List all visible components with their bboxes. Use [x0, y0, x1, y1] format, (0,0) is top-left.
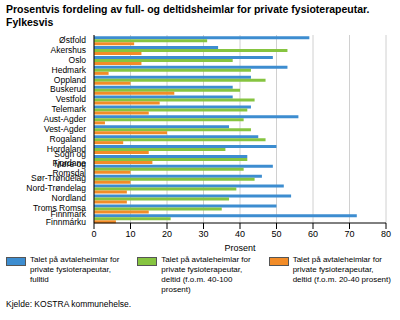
svg-text:20: 20	[162, 229, 172, 239]
svg-text:Østfold: Østfold	[59, 35, 86, 45]
svg-text:50: 50	[271, 229, 281, 239]
svg-text:Hedmark: Hedmark	[52, 65, 87, 75]
svg-text:Rogaland: Rogaland	[50, 134, 87, 144]
svg-text:60: 60	[308, 229, 318, 239]
svg-text:Oppland: Oppland	[54, 75, 86, 85]
svg-text:Sør-Trøndelag: Sør-Trøndelag	[31, 173, 86, 183]
svg-text:Prosent: Prosent	[224, 243, 256, 251]
svg-text:80: 80	[381, 229, 391, 239]
svg-text:Oslo: Oslo	[69, 55, 87, 65]
svg-text:Nordland: Nordland	[52, 193, 87, 203]
svg-text:Telemark: Telemark	[52, 104, 87, 114]
svg-text:Vestfold: Vestfold	[56, 94, 87, 104]
svg-text:Vest-Agder: Vest-Agder	[44, 124, 86, 134]
svg-text:30: 30	[198, 229, 208, 239]
svg-text:0: 0	[91, 229, 96, 239]
svg-text:Aust-Agder: Aust-Agder	[43, 114, 86, 124]
svg-text:Buskerud: Buskerud	[50, 84, 86, 94]
svg-text:Akershus: Akershus	[51, 45, 86, 55]
svg-text:Nord-Trøndelag: Nord-Trøndelag	[26, 183, 86, 193]
svg-text:FinnmarkFinnmárku: FinnmarkFinnmárku	[46, 209, 87, 228]
svg-text:40: 40	[235, 229, 245, 239]
svg-text:70: 70	[344, 229, 354, 239]
svg-text:10: 10	[125, 229, 135, 239]
